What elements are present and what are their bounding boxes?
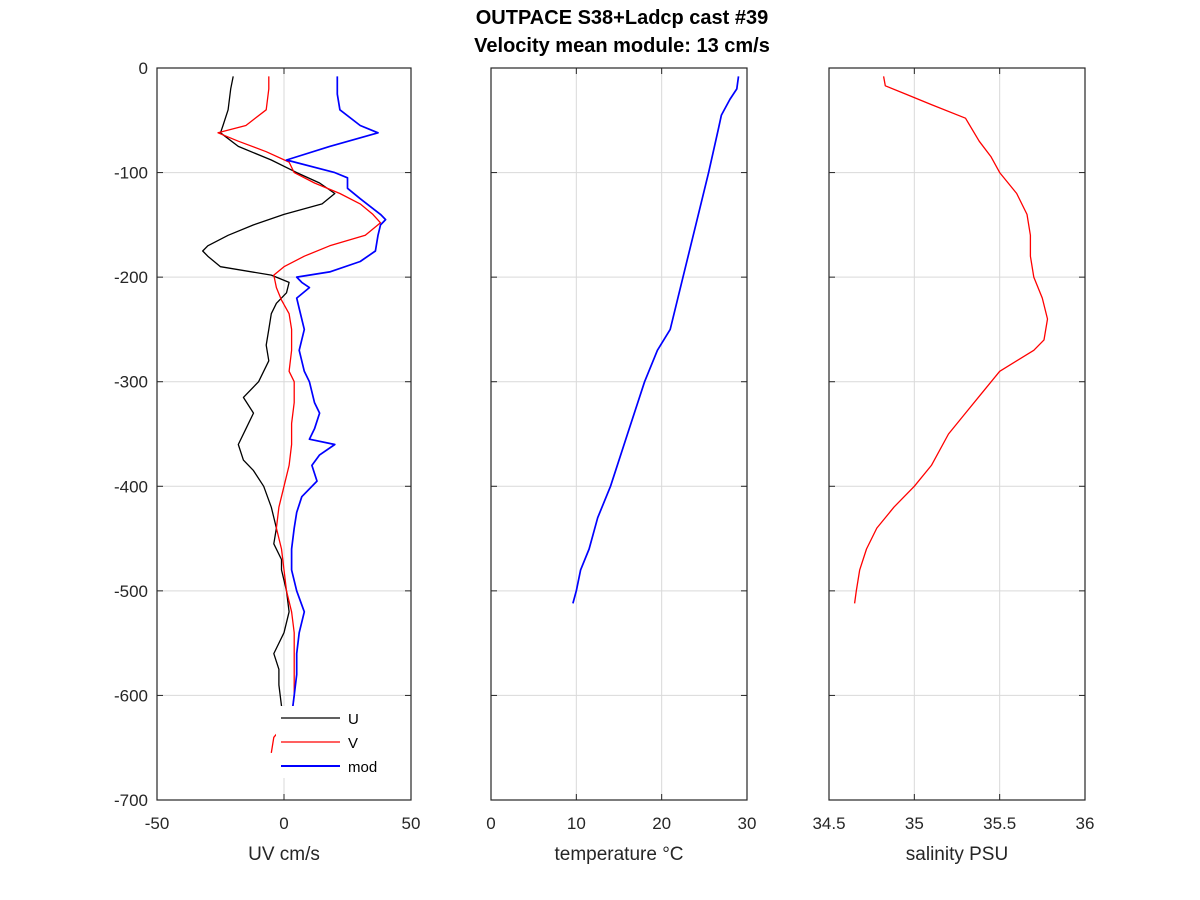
series-u-line	[202, 76, 336, 753]
series-mod-line	[285, 76, 387, 753]
axes-frame	[828, 67, 1086, 801]
x-axis-label: temperature °C	[554, 844, 683, 865]
y-tick-label: -700	[114, 791, 148, 810]
x-tick-label: 10	[567, 814, 586, 833]
x-axis-label: UV cm/s	[248, 844, 320, 865]
panel-2: 0 10 20 30 temperature °C	[486, 67, 757, 865]
legend-label-u: U	[348, 711, 359, 728]
legend-label-mod: mod	[348, 759, 377, 776]
chart-title-line1: OUTPACE S38+Ladcp cast #39	[476, 7, 769, 29]
x-tick-label: 0	[486, 814, 495, 833]
y-tick-label: -200	[114, 268, 148, 287]
y-tick-label: -300	[114, 373, 148, 392]
x-tick-label: 34.5	[812, 814, 845, 833]
axes-frame	[490, 67, 748, 801]
series-v-line	[217, 76, 382, 754]
x-tick-label: 35	[905, 814, 924, 833]
chart-title-line2: Velocity mean module: 13 cm/s	[474, 35, 770, 57]
series-line	[853, 76, 1049, 604]
x-tick-label: 20	[652, 814, 671, 833]
y-tick-label: -100	[114, 164, 148, 183]
panel-3: 34.5 35 35.5 36 salinity PSU	[812, 67, 1095, 865]
x-tick-label: -50	[145, 814, 170, 833]
x-axis-label: salinity PSU	[906, 844, 1008, 865]
x-tick-label: 35.5	[983, 814, 1016, 833]
series-line	[572, 76, 740, 604]
x-tick-label: 0	[279, 814, 288, 833]
y-tick-label: 0	[139, 59, 148, 78]
y-tick-label: -500	[114, 582, 148, 601]
y-tick-label: -400	[114, 477, 148, 496]
x-tick-label: 36	[1076, 814, 1095, 833]
legend-label-v: V	[348, 735, 358, 752]
x-tick-label: 50	[402, 814, 421, 833]
x-tick-label: 30	[738, 814, 757, 833]
y-tick-label: -600	[114, 686, 148, 705]
